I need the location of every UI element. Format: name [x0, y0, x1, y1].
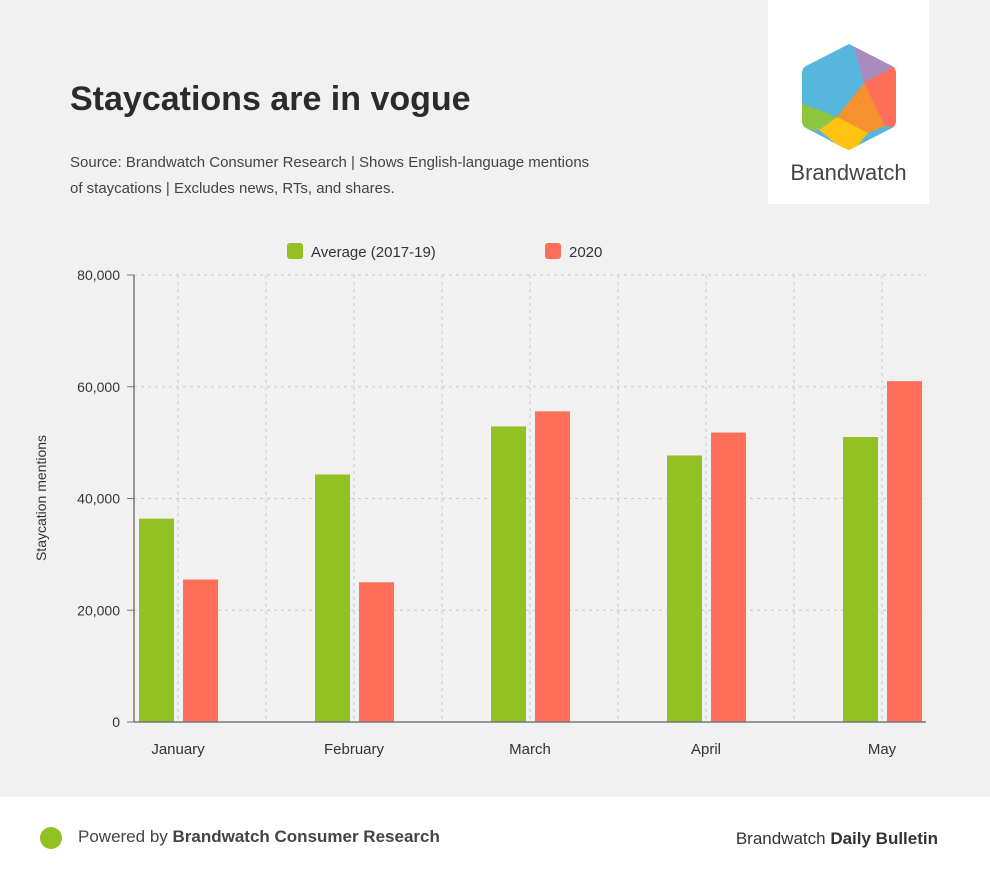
powered-by: Powered by Brandwatch Consumer Research [78, 827, 440, 847]
daily-bulletin: Brandwatch Daily Bulletin [736, 829, 938, 849]
x-tick-label: April [691, 741, 721, 758]
bar-chart: 0 20,000 40,000 60,000 80,000 January February… [33, 243, 926, 758]
y-tick-label: 20,000 [77, 602, 120, 618]
legend-swatch-average [287, 243, 303, 259]
x-tick-label: March [509, 741, 551, 758]
bar-average-march [491, 426, 526, 722]
bar-2020-january [183, 579, 218, 722]
chart-subtitle: Source: Brandwatch Consumer Research | S… [70, 154, 590, 197]
footer-dot-icon [40, 827, 62, 849]
y-axis-label: Staycation mentions [33, 435, 49, 561]
page-title: Staycations are in vogue [70, 80, 471, 118]
bar-2020-april [711, 432, 746, 722]
y-tick-label: 0 [112, 714, 120, 730]
legend-swatch-2020 [545, 243, 561, 259]
x-tick-label: January [151, 741, 205, 758]
bar-average-january [139, 518, 174, 722]
y-tick-label: 40,000 [77, 491, 120, 507]
brand-logo: Brandwatch [768, 0, 929, 204]
logo-text: Brandwatch [790, 160, 907, 185]
powered-prefix: Powered by [78, 827, 173, 846]
bar-2020-march [535, 411, 570, 722]
bulletin-bold: Daily Bulletin [830, 829, 938, 848]
legend-label-2020: 2020 [569, 244, 602, 261]
bar-average-april [667, 455, 702, 722]
bar-average-may [843, 437, 878, 722]
bulletin-prefix: Brandwatch [735, 829, 831, 848]
hexagon-logo-icon [802, 44, 896, 150]
legend-label-average: Average (2017-19) [311, 244, 436, 261]
bar-average-february [315, 474, 350, 722]
powered-brand: Brandwatch Consumer Research [172, 827, 440, 846]
x-tick-label: February [324, 741, 385, 758]
y-tick-label: 60,000 [77, 379, 120, 395]
footer: Powered by Brandwatch Consumer Research … [0, 797, 990, 876]
legend: Average (2017-19) 2020 [287, 243, 602, 261]
bar-2020-february [359, 582, 394, 722]
x-tick-label: May [868, 741, 897, 758]
bar-2020-may [887, 381, 922, 722]
y-tick-label: 80,000 [77, 267, 120, 283]
